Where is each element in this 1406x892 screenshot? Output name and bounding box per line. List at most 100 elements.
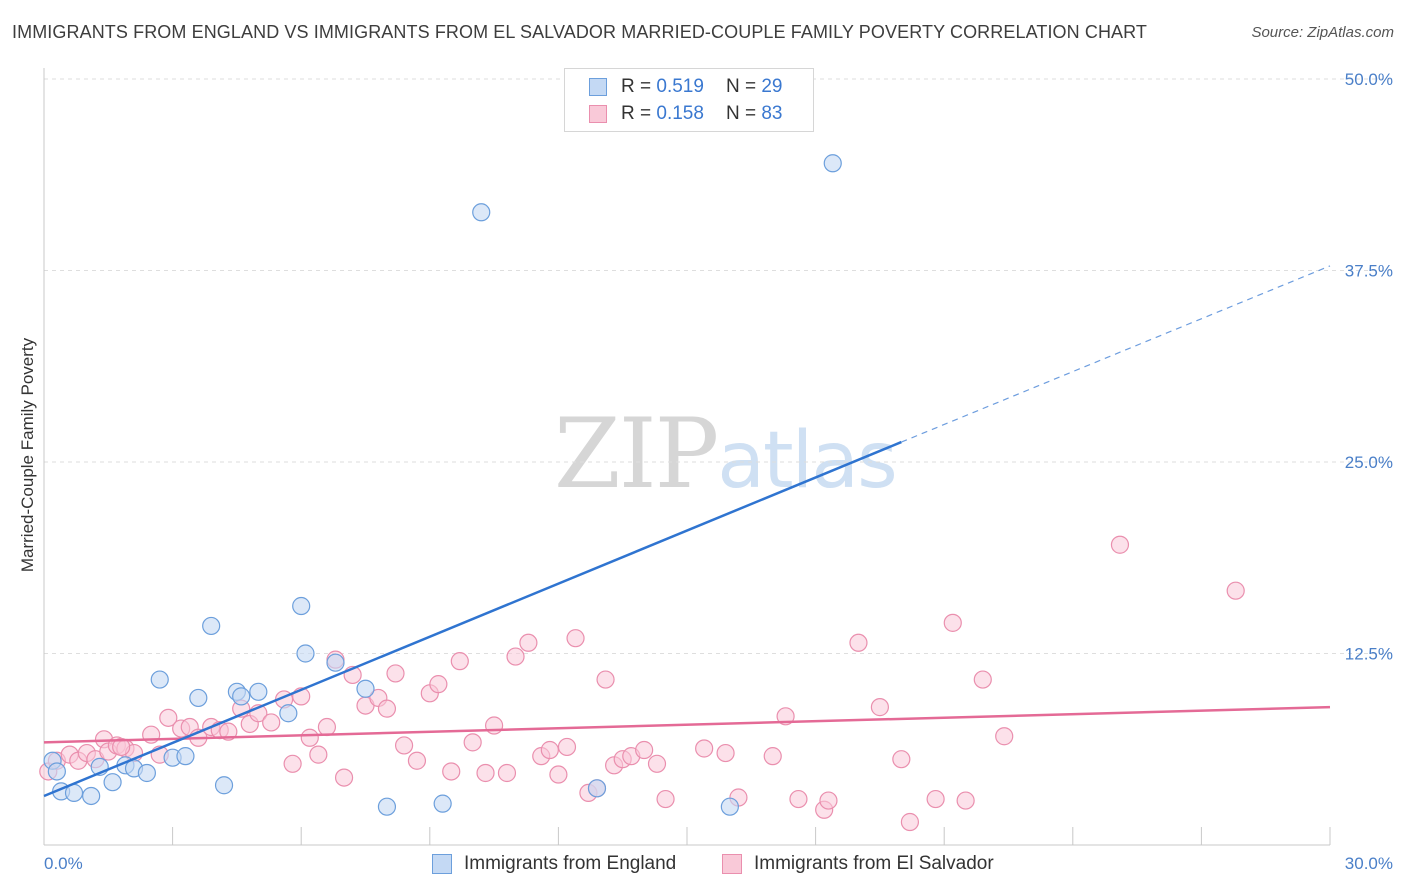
elsalvador-point-52 [557,737,577,757]
elsalvador-point-80 [1110,535,1130,554]
elsalvador-point-62 [656,789,675,809]
y-tick-label-0: 12.5% [1345,645,1393,664]
england-point-23 [356,679,375,698]
y-tick-label-1: 25.0% [1345,453,1393,472]
england-swatch [589,78,607,96]
elsalvador-point-81 [1226,581,1245,600]
bottom-legend-elsalvador: Immigrants from El Salvador [722,852,994,876]
elsalvador-point-76 [943,613,962,632]
elsalvador-swatch [589,105,607,123]
legend-r-label: R = [621,76,652,97]
elsalvador-point-48 [519,633,538,652]
bottom-elsalvador-swatch [722,854,742,874]
england-point-15 [214,776,234,795]
england-point-19 [279,704,298,723]
bottom-england-label: Immigrants from England [464,853,677,874]
england-point-17 [232,687,251,706]
england-point-28 [720,797,739,816]
elsalvador-point-41 [442,762,461,781]
x-tick-label-max: 30.0% [1345,854,1393,873]
elsalvador-point-35 [377,699,397,718]
legend-r-label: R = [621,103,652,124]
y-tick-label-2: 37.5% [1345,262,1393,281]
legend-row-england: R = 0.519 N = 29 [589,75,782,99]
elsalvador-point-56 [596,670,615,689]
elsalvador-point-36 [386,664,405,683]
elsalvador-point-77 [956,791,975,810]
elsalvador-point-72 [870,698,890,717]
elsalvador-point-51 [549,765,568,784]
elsalvador-point-42 [450,652,469,671]
england-trend-extension [901,265,1331,443]
england-point-13 [189,688,208,708]
source-credit: Source: ZipAtlas.com [1251,24,1394,41]
elsalvador-point-29 [317,717,337,737]
elsalvador-point-25 [283,754,302,773]
england-point-10 [150,670,169,689]
bottom-england-swatch [432,854,452,874]
elsalvador-point-13 [159,708,178,727]
elsalvador-point-64 [716,743,735,763]
elsalvador-trend-line [43,705,1331,744]
england-point-12 [176,747,195,766]
grid-lines [44,78,1395,654]
elsalvador-point-78 [973,670,992,689]
england-point-21 [296,644,315,663]
tick-labels: 12.5% 25.0% 37.5% 50.0% 0.0% 30.0% [44,70,1393,873]
england-point-4 [82,786,101,806]
elsalvador-point-44 [476,763,495,783]
england-point-20 [292,596,311,616]
elsalvador-point-67 [776,707,795,726]
watermark: ZIPatlas [554,398,898,510]
england-trend-line [43,440,902,798]
elsalvador-point-73 [892,750,911,769]
elsalvador-point-66 [763,747,782,766]
axes [43,68,1331,846]
watermark-atlas: atlas [717,416,897,506]
england-point-25 [433,794,452,813]
elsalvador-point-71 [849,633,868,652]
england-point-29 [823,154,842,173]
x-tick-label-min: 0.0% [44,854,83,873]
elsalvador-point-70 [819,791,838,810]
elsalvador-point-79 [995,727,1014,746]
england-point-27 [587,779,607,798]
trend-lines [43,265,1331,798]
elsalvador-point-28 [309,745,328,764]
elsalvador-point-19 [219,722,238,741]
elsalvador-r-value: 0.158 [656,103,704,124]
bottom-legend-england: Immigrants from England [432,852,676,876]
england-point-6 [103,773,122,792]
elsalvador-point-47 [506,647,525,666]
legend-n-label: N = [725,103,757,124]
england-n-value: 29 [761,76,783,97]
elsalvador-point-68 [789,789,808,809]
elsalvador-point-43 [463,733,482,752]
england-point-22 [326,653,345,672]
elsalvador-point-37 [394,736,414,755]
elsalvador-point-23 [262,713,281,732]
elsalvador-point-50 [540,740,559,760]
elsalvador-points [39,535,1245,832]
legend-row-elsalvador: R = 0.158 N = 83 [589,102,782,126]
elsalvador-point-38 [407,751,427,770]
elsalvador-point-27 [300,728,319,747]
england-r-value: 0.519 [656,76,704,97]
elsalvador-point-61 [647,754,667,773]
y-tick-label-3: 50.0% [1345,70,1393,89]
england-point-14 [202,616,221,636]
england-point-18 [249,682,268,701]
england-point-9 [137,763,156,783]
elsalvador-point-82 [112,737,131,757]
bottom-elsalvador-label: Immigrants from El Salvador [754,853,994,874]
england-point-24 [377,797,397,816]
elsalvador-point-45 [485,716,504,735]
chart-title: IMMIGRANTS FROM ENGLAND VS IMMIGRANTS FR… [12,22,1148,42]
england-point-1 [47,762,66,781]
legend-n-label: N = [725,76,757,97]
elsalvador-point-74 [900,812,920,832]
elsalvador-point-60 [635,740,654,760]
elsalvador-n-value: 83 [761,103,783,124]
elsalvador-point-63 [695,739,714,758]
